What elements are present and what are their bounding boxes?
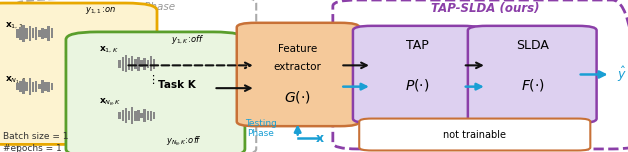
Text: Task 1: Task 1	[67, 53, 103, 63]
Text: #epochs = 1: #epochs = 1	[3, 144, 62, 152]
Bar	[16, 83, 19, 90]
Bar	[19, 27, 22, 40]
FancyBboxPatch shape	[468, 26, 597, 123]
Bar	[29, 78, 31, 95]
Text: extractor: extractor	[274, 62, 322, 72]
Text: $y_{N_1,1}\!:\!on$: $y_{N_1,1}\!:\!on$	[82, 119, 116, 130]
FancyBboxPatch shape	[0, 3, 157, 144]
Bar	[149, 56, 152, 71]
Bar	[141, 113, 143, 118]
Bar	[35, 81, 38, 92]
Bar	[41, 80, 44, 93]
Bar	[50, 28, 53, 38]
Bar	[131, 56, 133, 71]
Bar	[31, 28, 34, 38]
Bar	[144, 58, 146, 70]
Bar	[35, 27, 38, 40]
Bar	[23, 25, 24, 42]
Bar	[25, 83, 28, 91]
Bar	[19, 81, 22, 92]
Bar	[124, 55, 127, 72]
Bar	[48, 82, 50, 92]
Bar	[134, 111, 137, 121]
Bar	[153, 59, 156, 69]
Text: TAP: TAP	[406, 39, 429, 52]
FancyBboxPatch shape	[353, 26, 482, 123]
Bar	[38, 84, 40, 89]
Bar	[118, 112, 121, 119]
Text: $F(\cdot)$: $F(\cdot)$	[521, 77, 544, 93]
Text: $\vdots$: $\vdots$	[59, 50, 67, 63]
Bar	[149, 111, 152, 121]
Bar	[137, 110, 139, 121]
Bar	[44, 83, 47, 91]
Bar	[25, 28, 28, 39]
Bar	[146, 111, 149, 120]
Text: $\mathbf{x}_{1,1}$: $\mathbf{x}_{1,1}$	[5, 21, 24, 31]
Bar	[50, 83, 53, 90]
Text: $\mathbf{x}_{N_K\!,K}$: $\mathbf{x}_{N_K\!,K}$	[99, 96, 122, 108]
Text: Task K: Task K	[158, 80, 196, 90]
FancyBboxPatch shape	[359, 119, 590, 150]
Bar	[124, 108, 127, 123]
Bar	[134, 59, 137, 69]
Text: $y_{1,K}\!:\!off$: $y_{1,K}\!:\!off$	[171, 33, 204, 46]
Text: Batch size = 1: Batch size = 1	[3, 132, 68, 141]
Bar	[23, 79, 24, 94]
Bar	[146, 60, 149, 68]
FancyBboxPatch shape	[237, 23, 359, 126]
Text: TAP-SLDA (ours): TAP-SLDA (ours)	[431, 2, 539, 15]
Text: $\hat{y}$: $\hat{y}$	[617, 65, 627, 84]
Bar	[137, 57, 139, 71]
Text: $y_{N_K\!,K}\!:\!off$: $y_{N_K\!,K}\!:\!off$	[166, 135, 202, 148]
Bar	[38, 30, 40, 37]
Bar	[128, 58, 131, 70]
Bar	[153, 112, 156, 119]
Bar	[144, 109, 146, 122]
Text: $G(\cdot)$: $G(\cdot)$	[284, 89, 311, 105]
Bar	[48, 26, 50, 41]
Bar	[44, 29, 47, 38]
Text: $y_{1,1}\!:\!on$: $y_{1,1}\!:\!on$	[85, 5, 116, 16]
Text: Feature: Feature	[278, 44, 317, 54]
Bar	[16, 29, 19, 38]
Text: $\mathbf{x}_{1,K}$: $\mathbf{x}_{1,K}$	[99, 45, 119, 55]
Bar	[118, 60, 121, 68]
Text: SLDA: SLDA	[516, 39, 549, 52]
Bar	[29, 26, 31, 41]
Text: $\vdots$: $\vdots$	[147, 73, 154, 86]
Text: Training Phase: Training Phase	[99, 2, 175, 12]
Bar	[128, 111, 131, 120]
FancyBboxPatch shape	[66, 32, 245, 152]
Bar	[122, 57, 124, 71]
Bar	[31, 82, 34, 92]
Text: Testing
Phase: Testing Phase	[245, 119, 276, 138]
Text: $\mathbf{x}$: $\mathbf{x}$	[315, 132, 325, 145]
Bar	[141, 60, 143, 67]
Bar	[122, 110, 124, 121]
Text: $P(\cdot)$: $P(\cdot)$	[406, 77, 430, 93]
Text: not trainable: not trainable	[443, 130, 506, 140]
Text: $\mathbf{x}_{N_1,1}$: $\mathbf{x}_{N_1,1}$	[5, 75, 28, 86]
Bar	[41, 28, 44, 39]
Bar	[131, 107, 133, 124]
